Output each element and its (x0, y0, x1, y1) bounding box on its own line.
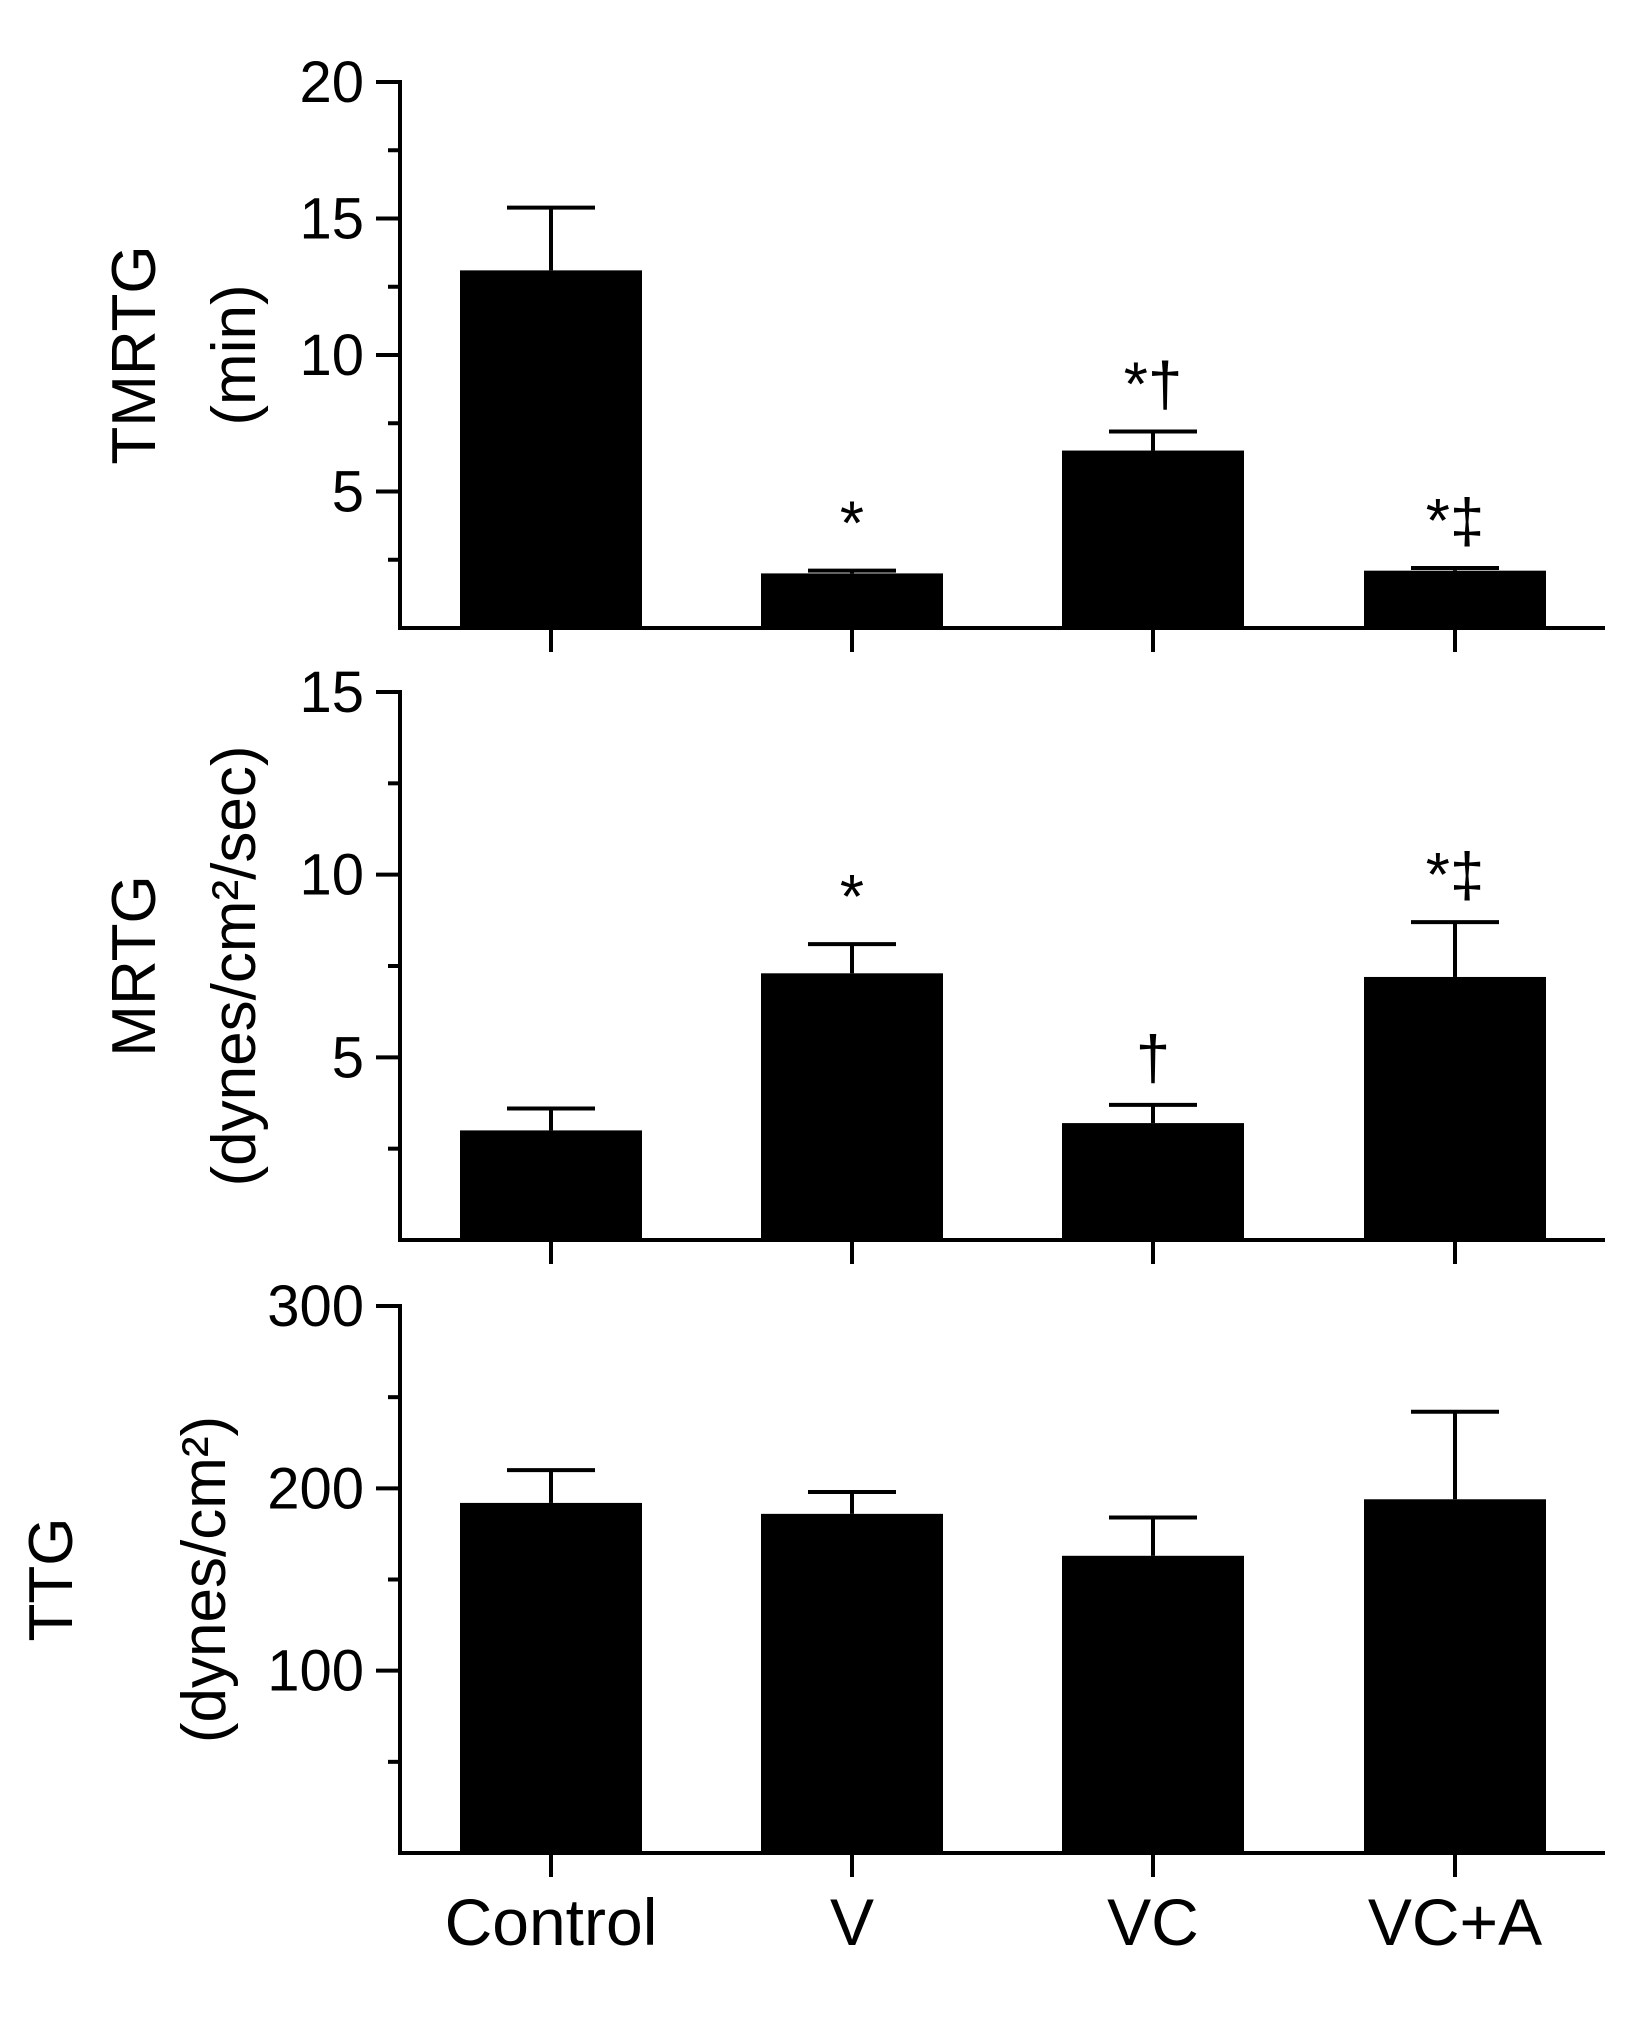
bar-vc (1062, 1123, 1244, 1240)
significance-marker: *‡ (1426, 487, 1485, 556)
y-tick-label: 20 (299, 50, 364, 115)
y-tick-label: 5 (332, 1025, 364, 1090)
y-tick-label: 5 (332, 460, 364, 525)
bar-control (460, 1130, 642, 1240)
y-tick-label: 100 (267, 1639, 364, 1704)
significance-marker: * (840, 863, 864, 932)
significance-marker: † (1136, 1024, 1170, 1093)
bar-vc-plus-a (1364, 570, 1546, 628)
y-axis-title: TMRTG (100, 245, 169, 464)
bar-vc (1062, 450, 1244, 628)
panel-mrtg: * † *‡ 5 10 15 MRTG (dynes/cm²/sec) (100, 660, 1605, 1264)
y-axis-title: TTG (17, 1518, 86, 1642)
y-axis-title: MRTG (100, 875, 169, 1056)
bar-control (460, 270, 642, 628)
panel-tmrtg: * *† *‡ 5 10 15 20 TMRTG (min) (100, 50, 1605, 652)
y-axis-subtitle: (dynes/cm²) (170, 1416, 239, 1743)
bar-control (460, 1502, 642, 1853)
significance-marker: * (840, 490, 864, 559)
x-category-labels: Control V VC VC+A (445, 1885, 1543, 1959)
y-tick-label: 10 (299, 843, 364, 908)
y-axis-subtitle: (dynes/cm²/sec) (200, 746, 269, 1187)
bar-vc-plus-a (1364, 976, 1546, 1240)
panel-ttg: 100 200 300 TTG (dynes/cm²) (17, 1274, 1605, 1877)
y-axis-subtitle: (min) (200, 284, 269, 425)
x-tick-label: VC (1107, 1885, 1199, 1959)
significance-marker: *‡ (1426, 841, 1485, 910)
y-tick-label: 15 (299, 187, 364, 252)
bar-vc (1062, 1555, 1244, 1853)
x-tick-label: VC+A (1368, 1885, 1542, 1959)
bar-v (761, 973, 943, 1240)
y-tick-label: 15 (299, 660, 364, 725)
bar-v (761, 1513, 943, 1853)
x-tick-label: V (830, 1885, 874, 1959)
bar-vc-plus-a (1364, 1499, 1546, 1853)
bar-v (761, 573, 943, 628)
y-tick-label: 10 (299, 323, 364, 388)
significance-marker: *† (1124, 350, 1183, 419)
y-tick-label: 200 (267, 1456, 364, 1521)
x-tick-label: Control (445, 1885, 658, 1959)
y-tick-label: 300 (267, 1274, 364, 1339)
